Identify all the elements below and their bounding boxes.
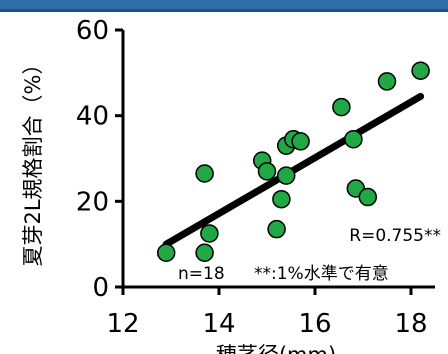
x-tick-label: 16	[298, 309, 331, 339]
data-point	[195, 164, 214, 183]
y-tick-label: 0	[92, 273, 109, 303]
significance-annotation: **:1%水準で有意	[254, 264, 389, 284]
y-tick-label: 20	[76, 187, 109, 217]
data-point	[344, 129, 363, 149]
header-bar	[0, 0, 448, 12]
x-tick-label: 18	[394, 309, 427, 339]
y-tick-label: 60	[76, 16, 109, 46]
data-point	[195, 243, 214, 262]
r-value-annotation: R=0.755**	[349, 226, 441, 246]
data-point	[276, 166, 296, 185]
data-point	[272, 189, 291, 209]
y-tick-label: 40	[76, 102, 109, 132]
data-point	[377, 72, 397, 91]
n-annotation: n=18	[178, 264, 225, 284]
data-point	[332, 97, 351, 117]
x-tick-label: 14	[202, 309, 235, 339]
x-tick-label: 12	[106, 309, 139, 339]
data-point	[291, 132, 310, 151]
data-point	[358, 187, 378, 207]
data-point	[267, 219, 286, 239]
data-point	[156, 243, 176, 262]
y-axis-title: 夏芽2L規格割合（%）	[21, 53, 45, 266]
x-axis-title: 穂茎径(mm)	[216, 343, 336, 354]
data-point	[257, 162, 277, 181]
data-point	[200, 224, 219, 243]
data-point	[411, 61, 430, 80]
